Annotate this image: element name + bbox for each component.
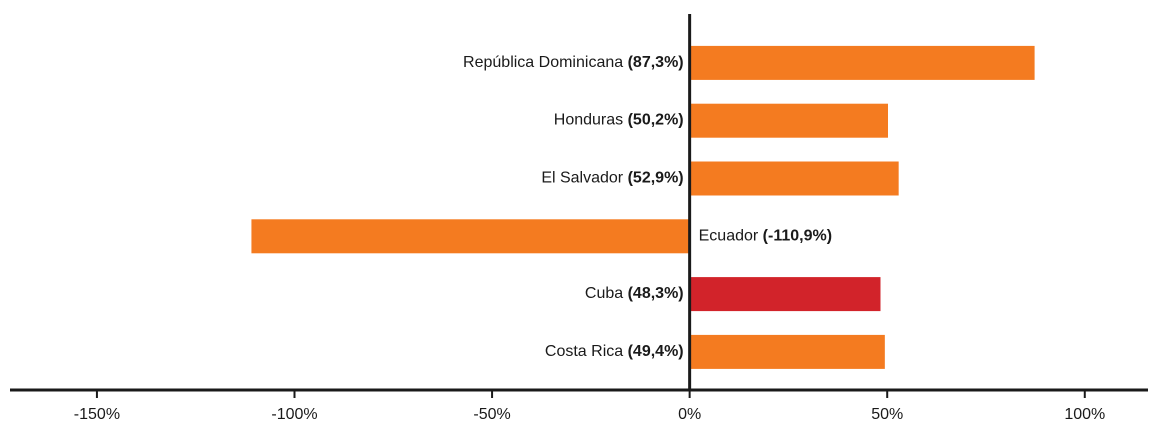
x-tick-label: -150% (74, 406, 120, 423)
x-tick-label: -50% (473, 406, 510, 423)
bar (689, 161, 899, 196)
x-tick-label: 100% (1064, 406, 1105, 423)
category-label: Cuba (585, 285, 623, 302)
value-label: (50,2%) (628, 112, 684, 129)
bar-label: Ecuador (-110,9%) (699, 228, 832, 245)
x-tick-label: 0% (678, 406, 701, 423)
bar-label: El Salvador (52,9%) (541, 170, 683, 187)
bar-label: Honduras (50,2%) (554, 112, 684, 129)
bar (689, 277, 881, 312)
bar (251, 219, 690, 254)
x-tick-label: -100% (271, 406, 317, 423)
value-label: (48,3%) (628, 285, 684, 302)
bar (689, 45, 1035, 80)
bar-label: Cuba (48,3%) (585, 285, 684, 302)
category-label: Costa Rica (545, 343, 623, 360)
bar-label: Costa Rica (49,4%) (545, 343, 684, 360)
x-tick-label: 50% (871, 406, 903, 423)
category-label: Honduras (554, 112, 623, 129)
category-label: Ecuador (699, 228, 759, 245)
category-label: República Dominicana (463, 54, 623, 71)
bar (689, 103, 888, 138)
category-label: El Salvador (541, 170, 623, 187)
bar (689, 334, 885, 369)
bar-label: República Dominicana (87,3%) (463, 54, 684, 71)
value-label: (49,4%) (628, 343, 684, 360)
value-label: (-110,9%) (763, 228, 832, 245)
value-label: (52,9%) (628, 170, 684, 187)
value-label: (87,3%) (628, 54, 684, 71)
